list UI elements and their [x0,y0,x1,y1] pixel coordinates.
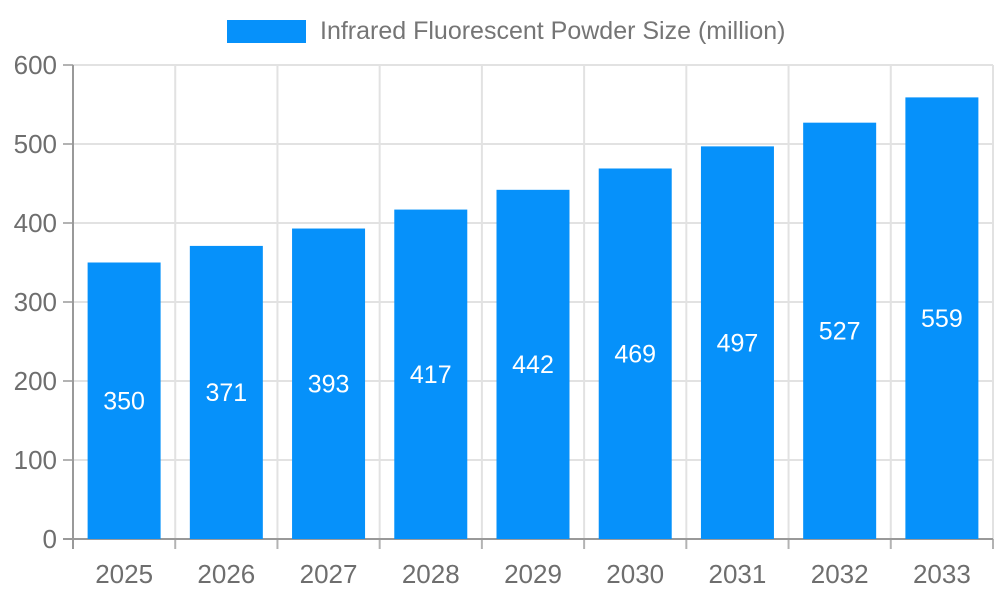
bar-2031[interactable] [700,146,774,539]
y-tick-label: 300 [14,287,57,317]
bar-2026[interactable] [189,245,263,539]
bar-2030[interactable] [598,168,672,540]
bar-2032[interactable] [803,122,877,540]
bar-value-label: 393 [308,371,350,399]
x-tick-label: 2025 [95,559,153,589]
bar-2028[interactable] [394,209,468,539]
legend-label: Infrared Fluorescent Powder Size (millio… [320,17,786,45]
y-tick-label: 100 [14,445,57,475]
bar-value-label: 559 [921,305,963,333]
x-tick-label: 2027 [300,559,358,589]
y-tick-label: 600 [14,50,57,80]
y-tick-label: 0 [43,524,57,554]
bar-value-label: 417 [410,361,452,389]
bar-value-label: 469 [614,340,656,368]
y-tick-label: 500 [14,129,57,159]
bar-value-label: 350 [103,388,145,416]
legend[interactable]: Infrared Fluorescent Powder Size (millio… [227,17,786,45]
x-tick-label: 2030 [606,559,664,589]
bar-value-label: 371 [205,379,247,407]
x-tick-label: 2032 [811,559,869,589]
x-tick-label: 2026 [197,559,255,589]
x-tick-label: 2029 [504,559,562,589]
bar-2033[interactable] [905,97,979,539]
legend-swatch [227,20,306,43]
y-tick-label: 200 [14,366,57,396]
x-tick-label: 2028 [402,559,460,589]
bar-2025[interactable] [87,262,161,540]
y-tick-label: 400 [14,208,57,238]
x-tick-label: 2031 [709,559,767,589]
bar-value-label: 442 [512,351,554,379]
bar-value-label: 527 [819,318,861,346]
bar-2027[interactable] [292,228,366,539]
bar-value-label: 497 [717,329,759,357]
x-tick-label: 2033 [913,559,971,589]
bar-2029[interactable] [496,189,570,539]
